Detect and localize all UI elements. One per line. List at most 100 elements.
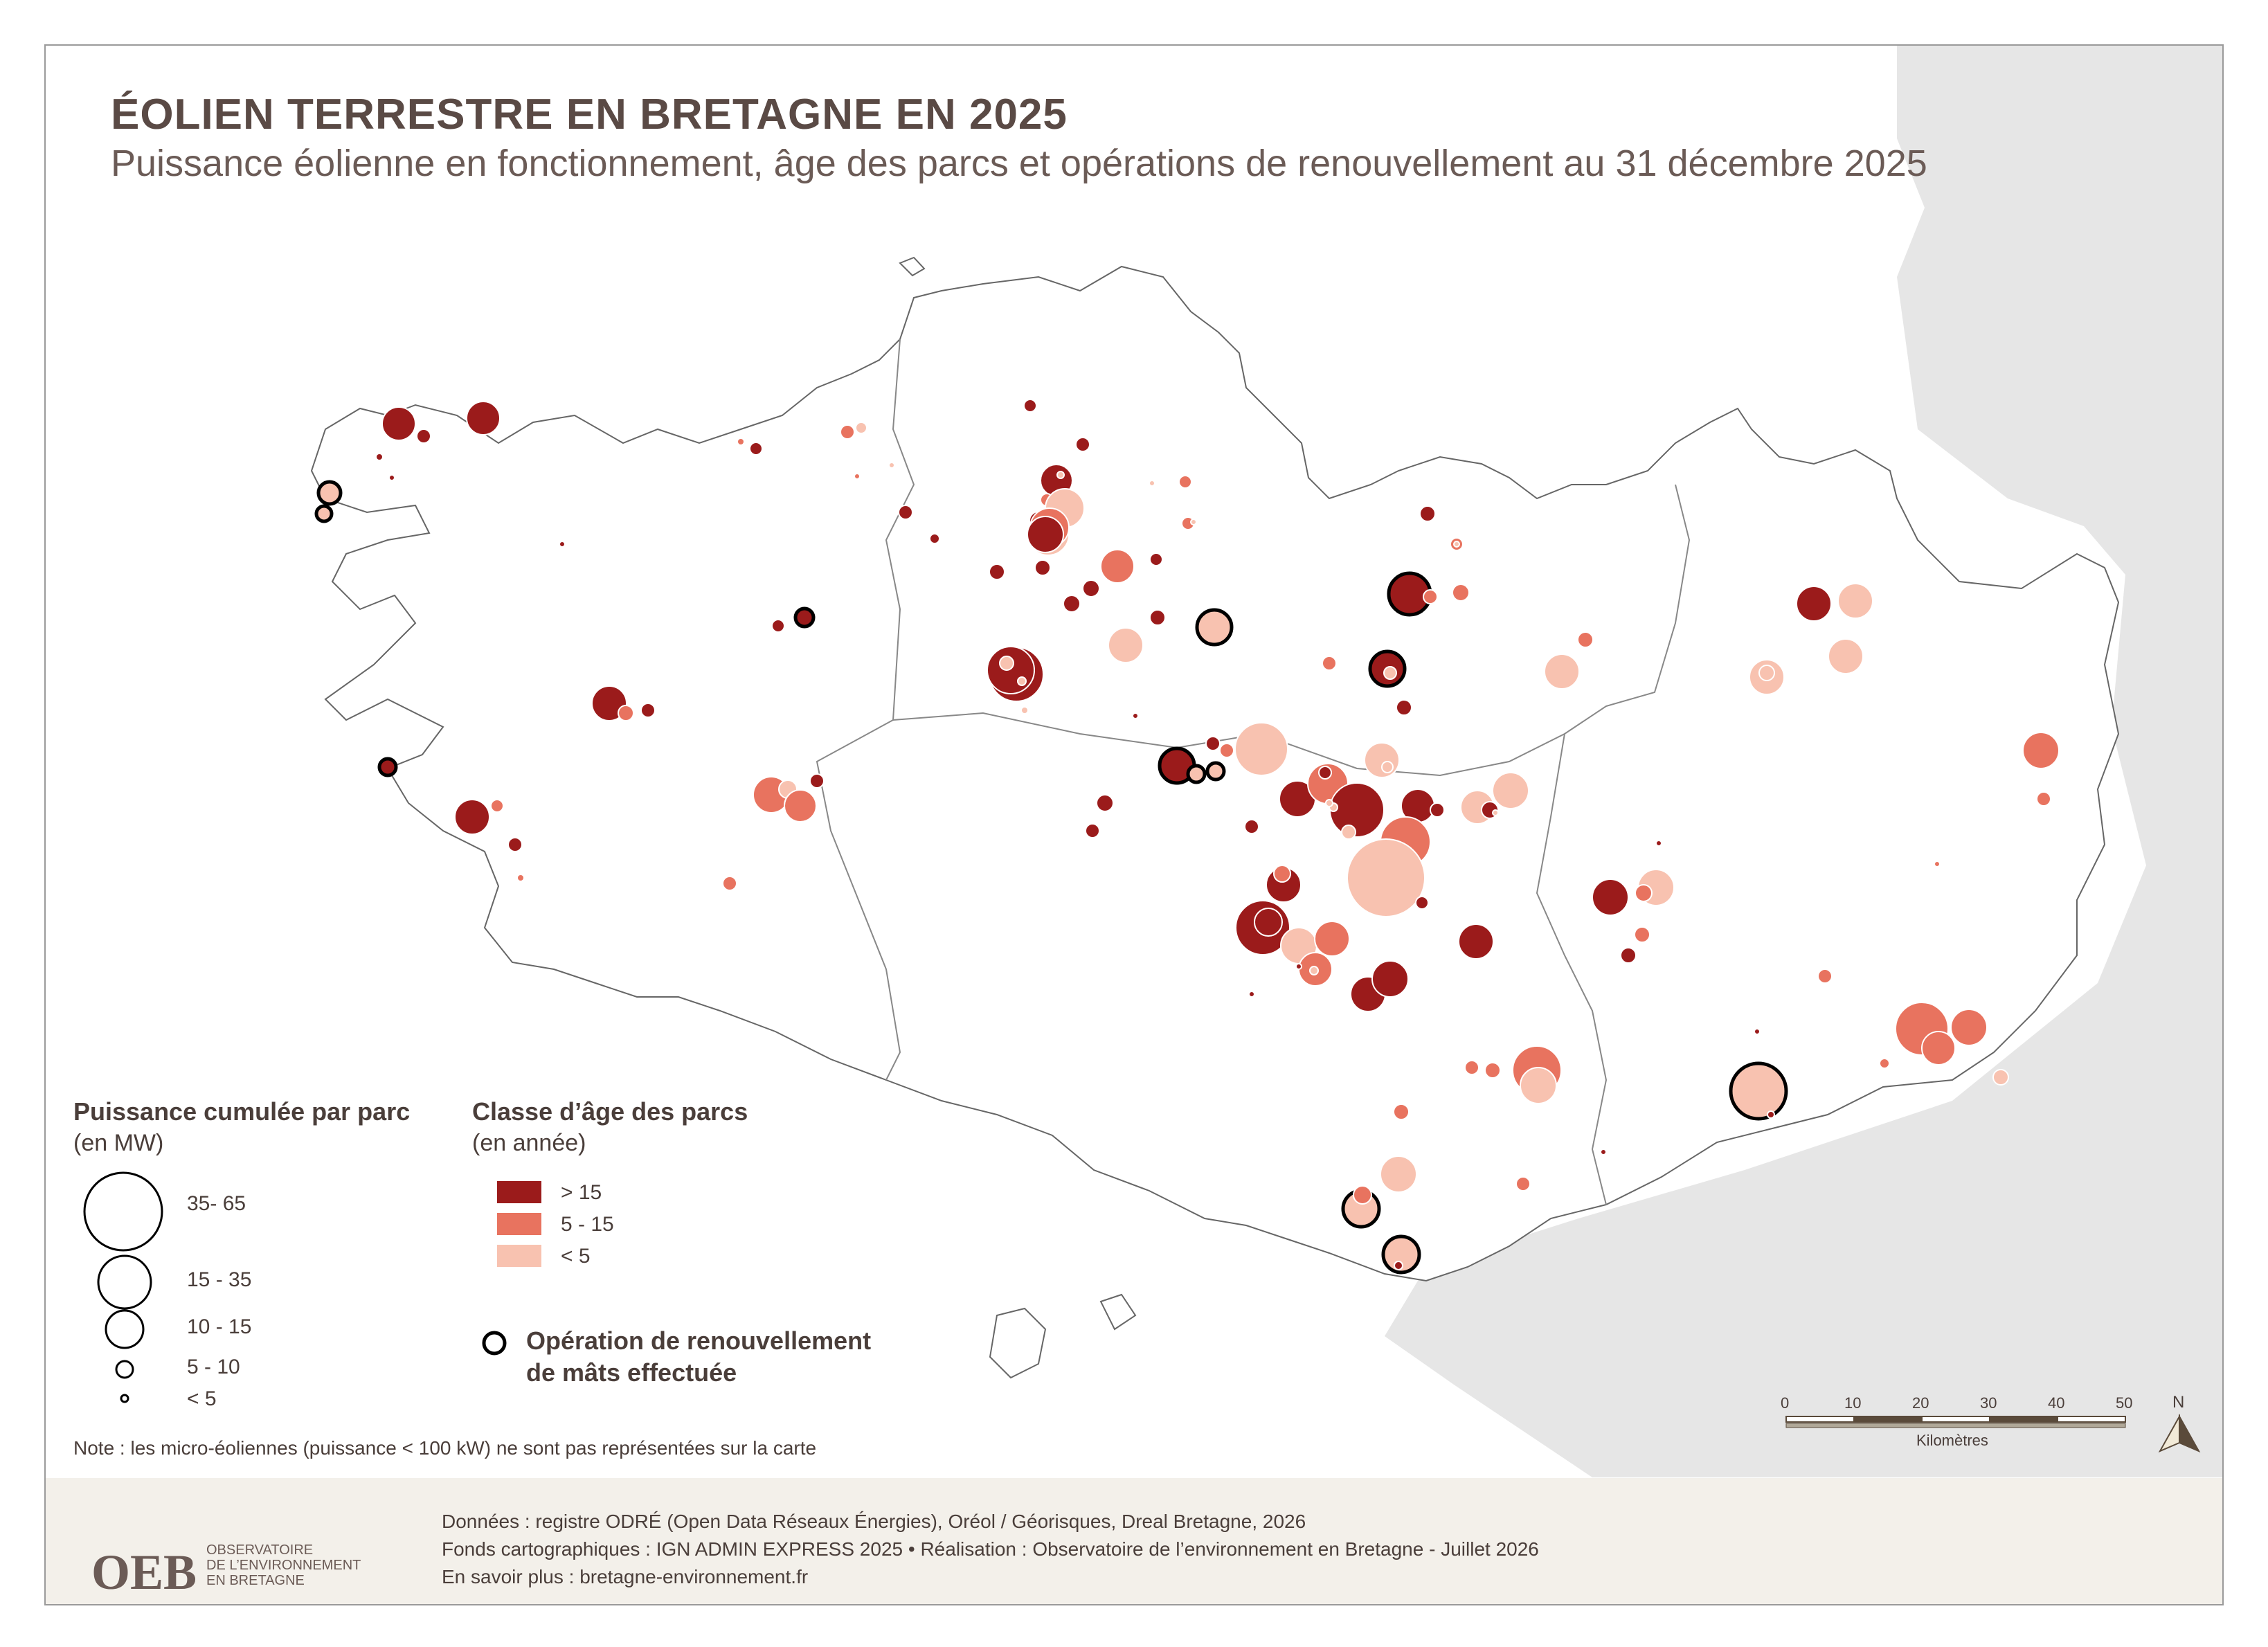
wind-farm-marker xyxy=(1415,896,1429,910)
legend-size-circle xyxy=(120,1394,129,1403)
wind-farm-marker xyxy=(1219,743,1234,758)
logo-subtitle-line: DE L’ENVIRONNEMENT xyxy=(206,1558,361,1573)
scale-bar xyxy=(1785,1416,2126,1428)
wind-farm-marker xyxy=(1635,884,1653,902)
wind-farm-marker xyxy=(1075,437,1090,452)
wind-farm-marker xyxy=(999,656,1014,671)
wind-farm-marker xyxy=(1520,1067,1557,1104)
wind-farm-marker xyxy=(1325,799,1333,807)
wind-farm-marker xyxy=(1992,1069,2009,1086)
wind-farm-marker xyxy=(1419,505,1436,522)
wind-farm-marker xyxy=(1149,480,1155,487)
scale-tick: 50 xyxy=(2116,1394,2133,1412)
wind-farm-marker xyxy=(1577,631,1594,648)
wind-farm-marker xyxy=(1100,549,1135,584)
wind-farm-marker xyxy=(737,438,745,446)
wind-farm-marker xyxy=(1879,1058,1890,1069)
wind-farm-marker xyxy=(1364,742,1400,778)
wind-farm-marker xyxy=(1380,1155,1417,1193)
wind-farm-marker xyxy=(507,837,523,852)
legend-size-label: 35- 65 xyxy=(187,1192,246,1215)
wind-farm-marker xyxy=(640,703,656,718)
wind-farm-marker xyxy=(381,406,416,441)
wind-farm-marker xyxy=(1758,665,1775,681)
wind-farm-marker xyxy=(855,422,867,434)
wind-farm-marker xyxy=(1149,552,1163,566)
wind-farm-marker xyxy=(1248,991,1255,998)
wind-farm-marker xyxy=(1453,541,1460,548)
wind-farm-marker xyxy=(1096,794,1114,812)
wind-farm-marker xyxy=(618,705,634,721)
wind-farm-marker xyxy=(1082,579,1100,597)
map-subtitle: Puissance éolienne en fonctionnement, âg… xyxy=(111,143,1927,184)
wind-farm-marker xyxy=(2022,732,2060,769)
wind-farm-renewed-marker xyxy=(314,504,334,523)
wind-farm-renewed-marker xyxy=(1186,764,1207,784)
map-title: ÉOLIEN TERRESTRE EN BRETAGNE EN 2025 xyxy=(111,91,1068,138)
wind-farm-marker xyxy=(1600,1149,1607,1155)
wind-farm-marker xyxy=(1020,706,1029,714)
wind-farm-marks xyxy=(314,399,2060,1275)
wind-farm-marker xyxy=(1149,609,1166,626)
wind-farm-renewed-marker xyxy=(377,757,398,777)
wind-farm-renewed-marker xyxy=(1195,608,1234,647)
scale-tick: 0 xyxy=(1781,1394,1790,1412)
wind-farm-marker xyxy=(784,789,817,822)
wind-farm-marker xyxy=(1273,865,1291,883)
wind-farm-marker xyxy=(1205,736,1221,751)
legend-age-swatch xyxy=(497,1181,541,1203)
wind-farm-marker xyxy=(454,799,490,835)
logo-subtitle-line: EN BRETAGNE xyxy=(206,1573,305,1588)
scale-tick: 30 xyxy=(1980,1394,1997,1412)
wind-farm-marker xyxy=(1023,399,1037,413)
wind-farm-marker xyxy=(1754,1028,1761,1035)
wind-farm-renewed-marker xyxy=(1381,1234,1421,1275)
wind-farm-marker xyxy=(1234,722,1288,776)
logo-subtitle: OBSERVATOIRE DE L’ENVIRONNEMENT EN BRETA… xyxy=(206,1542,361,1588)
department-border-cotes-armor xyxy=(892,484,1691,777)
wind-farm-marker xyxy=(1314,921,1350,957)
wind-farm-marker xyxy=(1178,475,1192,489)
wind-farm-marker xyxy=(2036,791,2051,807)
wind-farm-marker xyxy=(1254,908,1283,937)
wind-farm-renewed-marker xyxy=(1205,761,1226,782)
wind-farm-marker xyxy=(1295,963,1302,970)
legend-age-label: 5 - 15 xyxy=(561,1213,614,1236)
wind-farm-marker xyxy=(1381,761,1394,773)
wind-farm-marker xyxy=(416,429,431,444)
wind-farm-marker xyxy=(722,876,737,891)
wind-farm-marker xyxy=(1396,699,1412,716)
wind-farm-marker xyxy=(1394,1261,1403,1270)
wind-farm-marker xyxy=(1634,926,1650,943)
wind-farm-marker xyxy=(1190,519,1197,525)
legend-size-label: 5 - 10 xyxy=(187,1356,240,1378)
wind-farm-marker xyxy=(1063,595,1081,613)
footer-link[interactable]: En savoir plus : bretagne-environnement.… xyxy=(442,1566,809,1587)
wind-farm-renewed-marker xyxy=(793,606,816,629)
wind-farm-marker xyxy=(749,442,763,456)
wind-farm-marker xyxy=(1828,638,1864,674)
scale-tick: 10 xyxy=(1844,1394,1862,1412)
wind-farm-marker xyxy=(898,505,913,520)
wind-farm-marker xyxy=(1492,809,1499,816)
legend-age-label: > 15 xyxy=(561,1181,602,1204)
wind-farm-marker xyxy=(1132,712,1139,719)
wind-farm-marker xyxy=(1620,947,1637,964)
wind-farm-renewed-marker xyxy=(1729,1061,1788,1121)
wind-farm-marker xyxy=(1017,676,1027,686)
footer: OEB OBSERVATOIRE DE L’ENVIRONNEMENT EN B… xyxy=(46,1478,2222,1604)
wind-farm-marker xyxy=(466,401,501,435)
legend-renewal-line2: de mâts effectuée xyxy=(526,1358,737,1387)
legend-age-title: Classe d’âge des parcs xyxy=(472,1097,748,1126)
wind-farm-marker xyxy=(888,462,895,469)
wind-farm-marker xyxy=(1458,924,1494,960)
legend-age-swatch xyxy=(497,1245,541,1267)
logo-text: OEB xyxy=(91,1545,197,1600)
legend-size-circle xyxy=(97,1254,152,1310)
wind-farm-marker xyxy=(516,874,525,882)
wind-farm-marker xyxy=(987,646,1035,694)
north-arrow-icon xyxy=(2158,1414,2201,1453)
wind-farm-marker xyxy=(840,424,855,440)
